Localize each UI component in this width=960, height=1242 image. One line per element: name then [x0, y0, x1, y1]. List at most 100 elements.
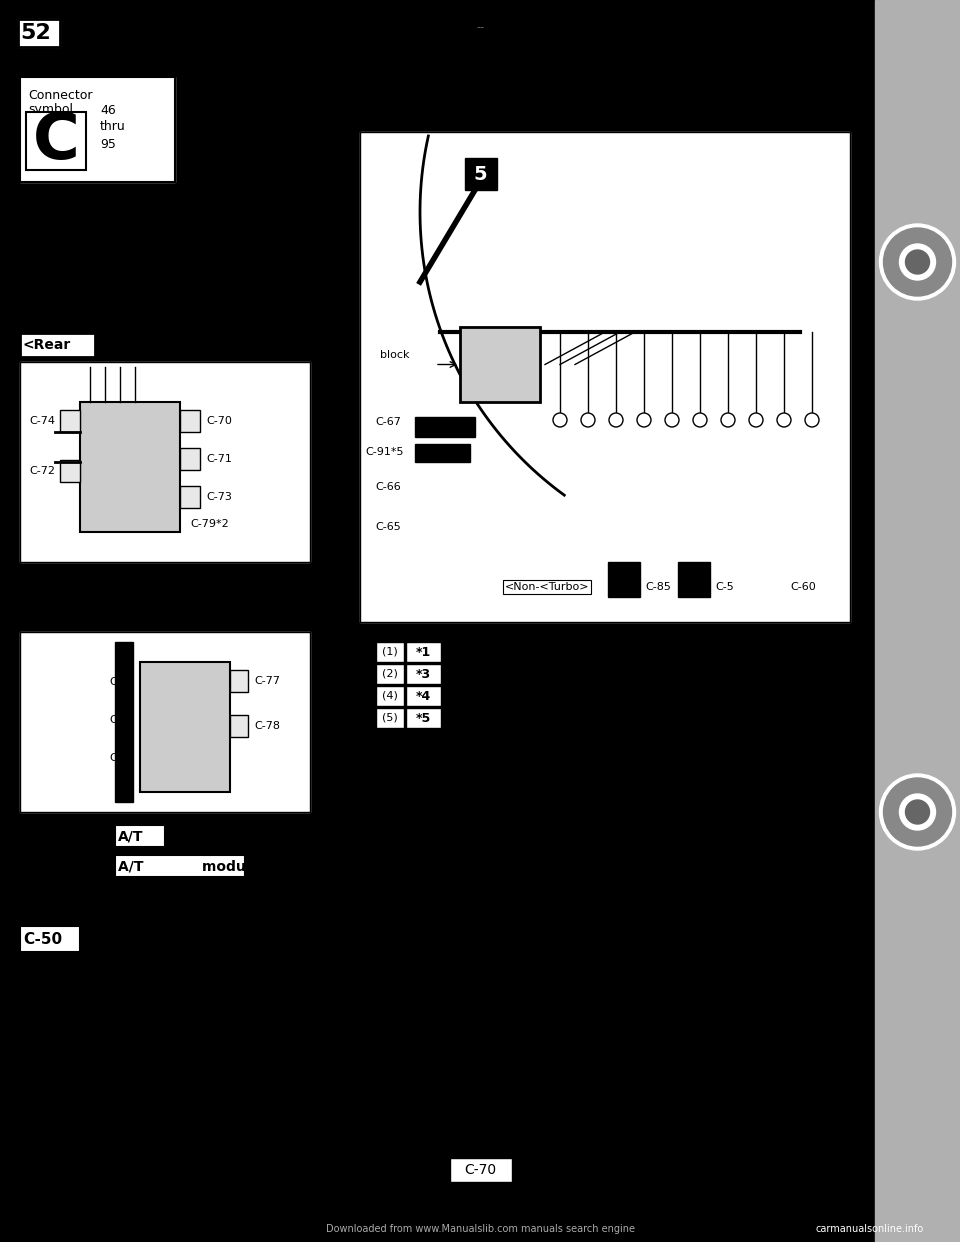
- Text: C-81: C-81: [109, 753, 135, 763]
- Text: symbol: symbol: [28, 103, 73, 116]
- Text: 46
thru
95: 46 thru 95: [100, 103, 126, 150]
- Text: carmanualsonline.info: carmanualsonline.info: [816, 1225, 924, 1235]
- Text: C-72: C-72: [29, 466, 55, 476]
- Text: C-85: C-85: [645, 582, 671, 592]
- Text: *1: *1: [416, 646, 431, 658]
- Circle shape: [553, 414, 567, 427]
- Bar: [26, 112, 86, 170]
- Text: A/T            module*1: A/T module*1: [118, 859, 276, 873]
- Bar: [20, 632, 310, 812]
- Text: C-78: C-78: [254, 722, 280, 732]
- Text: C-71: C-71: [206, 455, 232, 465]
- Text: 52: 52: [20, 24, 51, 43]
- Bar: [460, 327, 540, 402]
- Text: C-73: C-73: [206, 492, 232, 502]
- Circle shape: [883, 229, 951, 296]
- Text: C: C: [33, 111, 80, 171]
- Text: --: --: [476, 22, 484, 32]
- Bar: [180, 448, 200, 469]
- Text: Connector: Connector: [28, 89, 92, 102]
- Circle shape: [900, 794, 935, 830]
- Text: C-74: C-74: [29, 416, 55, 426]
- Bar: [20, 927, 80, 953]
- Text: C-70: C-70: [464, 1163, 496, 1177]
- Bar: [20, 361, 310, 561]
- Bar: [608, 561, 640, 597]
- Bar: [20, 632, 310, 812]
- Circle shape: [749, 414, 763, 427]
- Bar: [20, 77, 175, 183]
- Text: (1): (1): [382, 647, 397, 657]
- Text: (4): (4): [382, 691, 398, 700]
- Bar: [376, 642, 404, 662]
- Text: 5: 5: [473, 164, 487, 184]
- Text: C-66: C-66: [375, 482, 400, 492]
- Text: C-70: C-70: [206, 416, 232, 426]
- Bar: [360, 132, 850, 622]
- Bar: [376, 708, 404, 728]
- Bar: [115, 825, 165, 847]
- Text: block: block: [380, 349, 410, 359]
- Bar: [415, 417, 475, 437]
- Bar: [230, 715, 248, 737]
- Bar: [415, 443, 470, 462]
- Text: 36F0003: 36F0003: [141, 827, 189, 837]
- Bar: [406, 686, 441, 705]
- Text: 4: 4: [475, 1205, 485, 1218]
- Circle shape: [879, 224, 955, 301]
- Circle shape: [905, 250, 929, 274]
- Bar: [406, 708, 441, 728]
- Bar: [20, 77, 175, 183]
- Circle shape: [777, 414, 791, 427]
- Circle shape: [883, 777, 951, 846]
- Bar: [18, 19, 60, 47]
- Bar: [376, 664, 404, 684]
- Bar: [20, 361, 310, 561]
- Text: *3: *3: [416, 667, 431, 681]
- Text: C-50: C-50: [23, 932, 62, 946]
- Bar: [18, 19, 60, 47]
- Text: C-77: C-77: [254, 676, 280, 686]
- Bar: [875, 0, 960, 1242]
- Bar: [678, 561, 710, 597]
- Bar: [230, 669, 248, 692]
- Bar: [450, 1158, 512, 1182]
- Circle shape: [637, 414, 651, 427]
- Circle shape: [581, 414, 595, 427]
- Circle shape: [693, 414, 707, 427]
- Text: C-83: C-83: [109, 677, 135, 687]
- Bar: [60, 460, 80, 482]
- Bar: [180, 410, 200, 432]
- Bar: [140, 662, 230, 792]
- Bar: [406, 642, 441, 662]
- Bar: [465, 158, 497, 190]
- Text: C-5: C-5: [715, 582, 733, 592]
- Text: C-79*2: C-79*2: [190, 519, 228, 529]
- Circle shape: [609, 414, 623, 427]
- Text: C-65: C-65: [375, 522, 400, 532]
- Bar: [80, 402, 180, 532]
- Text: C-60: C-60: [790, 582, 816, 592]
- Text: (2): (2): [382, 669, 398, 679]
- Text: <Rear: <Rear: [22, 338, 70, 351]
- Text: C-91*5: C-91*5: [365, 447, 403, 457]
- Text: C-82: C-82: [109, 715, 135, 725]
- Circle shape: [805, 414, 819, 427]
- Text: *5: *5: [416, 712, 431, 724]
- Text: C-67: C-67: [375, 417, 401, 427]
- Circle shape: [665, 414, 679, 427]
- Text: <Non-<Turbo>: <Non-<Turbo>: [505, 582, 589, 592]
- Text: A/T: A/T: [118, 828, 143, 843]
- Text: *4: *4: [416, 689, 431, 703]
- Bar: [115, 642, 133, 802]
- Bar: [115, 854, 245, 877]
- Text: (5): (5): [382, 713, 397, 723]
- Bar: [60, 410, 80, 432]
- Bar: [406, 664, 441, 684]
- Circle shape: [721, 414, 735, 427]
- Text: Downloaded from www.Manualslib.com manuals search engine: Downloaded from www.Manualslib.com manua…: [325, 1225, 635, 1235]
- Circle shape: [879, 774, 955, 850]
- Bar: [360, 132, 850, 622]
- Bar: [180, 486, 200, 508]
- Bar: [20, 333, 95, 356]
